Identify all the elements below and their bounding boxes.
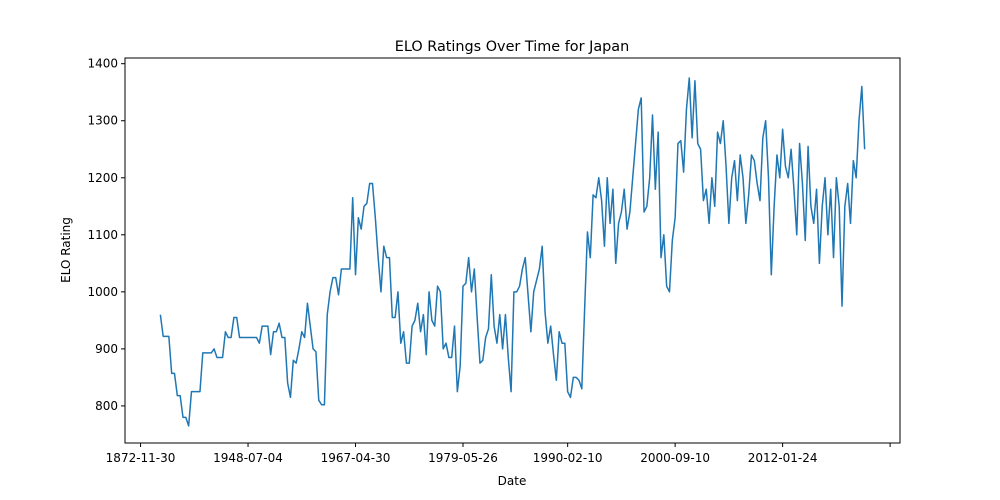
y-tick-label: 900 xyxy=(95,342,118,356)
y-tick-label: 1100 xyxy=(87,228,118,242)
x-tick-label: 2000-09-10 xyxy=(640,451,710,465)
x-tick-label: 2012-01-24 xyxy=(748,451,818,465)
line-series xyxy=(159,77,866,427)
x-tick-label: 1979-05-26 xyxy=(428,451,498,465)
x-axis-label: Date xyxy=(498,474,527,488)
y-tick-label: 800 xyxy=(95,399,118,413)
y-tick-label: 1400 xyxy=(87,57,118,71)
y-tick-label: 1000 xyxy=(87,285,118,299)
chart-title: ELO Ratings Over Time for Japan xyxy=(395,39,629,55)
plot-frame xyxy=(124,57,901,444)
x-tick-label: 1967-04-30 xyxy=(321,451,391,465)
y-axis-label: ELO Rating xyxy=(59,217,73,283)
x-tick-label: 1948-07-04 xyxy=(213,451,283,465)
x-tick-label: 1990-02-10 xyxy=(533,451,603,465)
y-tick-label: 1300 xyxy=(87,114,118,128)
x-tick-label: 1872-11-30 xyxy=(106,451,176,465)
y-tick-label: 1200 xyxy=(87,171,118,185)
